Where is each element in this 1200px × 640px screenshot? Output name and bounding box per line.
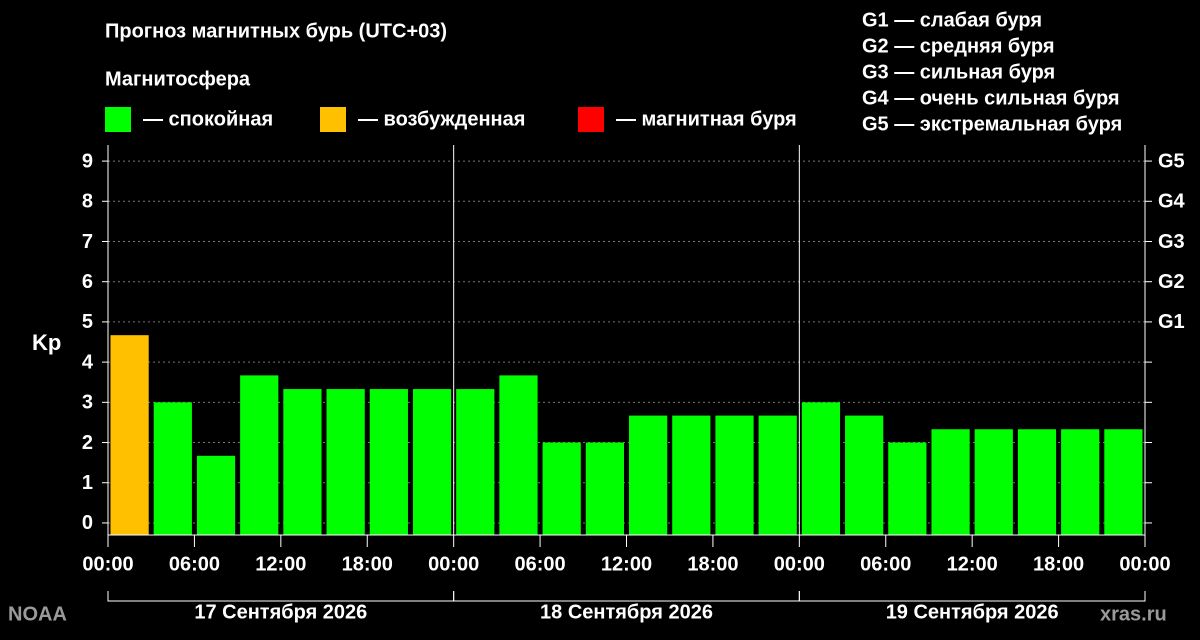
bar <box>629 415 668 535</box>
credit: xras.ru <box>1100 603 1167 625</box>
y-tick-label: 4 <box>82 351 94 373</box>
bar <box>888 442 927 535</box>
bar <box>240 375 279 535</box>
x-tick-label: 18:00 <box>687 553 738 575</box>
legend-label: — магнитная буря <box>616 108 797 130</box>
x-tick-label: 00:00 <box>1119 553 1170 575</box>
bar <box>931 429 970 535</box>
bar <box>801 402 841 535</box>
y-axis-label: Kp <box>32 330 61 355</box>
y-tick-label: 0 <box>82 512 93 534</box>
bar <box>153 402 192 535</box>
y-tick-label: 9 <box>82 150 93 172</box>
y-tick-label: 6 <box>82 271 93 293</box>
x-tick-label: 06:00 <box>169 553 220 575</box>
scale-legend-item: G1 — слабая буря <box>862 9 1042 31</box>
y-tick-label: 7 <box>82 231 93 253</box>
y-tick-label: 2 <box>82 432 93 454</box>
bar <box>1061 429 1100 535</box>
scale-legend-item: G3 — сильная буря <box>862 61 1055 83</box>
bar <box>283 389 322 535</box>
x-tick-label: 18:00 <box>1033 553 1084 575</box>
x-tick-label: 12:00 <box>255 553 306 575</box>
y2-tick-label: G1 <box>1158 311 1185 333</box>
x-tick-label: 00:00 <box>774 553 825 575</box>
bar <box>715 415 754 535</box>
bar <box>974 429 1013 535</box>
bar <box>758 415 797 535</box>
x-tick-label: 12:00 <box>601 553 652 575</box>
bar <box>412 389 452 535</box>
day-label: 18 Сентября 2026 <box>540 601 713 623</box>
bar <box>845 415 884 535</box>
y-tick-label: 5 <box>82 311 93 333</box>
y2-tick-label: G3 <box>1158 231 1185 253</box>
x-tick-label: 00:00 <box>428 553 479 575</box>
bar <box>196 455 236 535</box>
x-tick-label: 12:00 <box>947 553 998 575</box>
legend-swatch <box>105 107 131 132</box>
y2-tick-label: G4 <box>1158 191 1186 213</box>
legend-title: Магнитосфера <box>105 68 251 90</box>
scale-legend-item: G4 — очень сильная буря <box>862 87 1120 109</box>
bar <box>456 389 495 535</box>
y-tick-label: 8 <box>82 191 93 213</box>
x-tick-label: 06:00 <box>860 553 911 575</box>
y-tick-label: 3 <box>82 392 93 414</box>
bar <box>585 442 624 535</box>
bar <box>542 442 581 535</box>
chart-title: Прогноз магнитных бурь (UTC+03) <box>105 20 447 42</box>
y-tick-label: 1 <box>82 472 93 494</box>
x-tick-label: 00:00 <box>82 553 133 575</box>
day-label: 19 Сентября 2026 <box>886 601 1059 623</box>
bar <box>499 375 538 535</box>
bar <box>1017 429 1057 535</box>
y2-tick-label: G2 <box>1158 271 1185 293</box>
day-label: 17 Сентября 2026 <box>194 601 367 623</box>
bar <box>369 389 408 535</box>
x-tick-label: 06:00 <box>515 553 566 575</box>
scale-legend-item: G5 — экстремальная буря <box>862 113 1122 135</box>
scale-legend-item: G2 — средняя буря <box>862 35 1055 57</box>
legend-swatch <box>578 107 604 132</box>
legend-label: — возбужденная <box>358 108 525 130</box>
x-tick-label: 18:00 <box>342 553 393 575</box>
y2-tick-label: G5 <box>1158 150 1185 172</box>
legend-swatch <box>320 107 346 132</box>
day-bracket <box>798 591 1146 602</box>
bar <box>110 335 149 535</box>
source: NOAA <box>8 603 67 625</box>
legend-label: — спокойная <box>143 108 273 130</box>
bar <box>672 415 711 535</box>
bar <box>326 389 365 535</box>
bar <box>1104 429 1143 535</box>
